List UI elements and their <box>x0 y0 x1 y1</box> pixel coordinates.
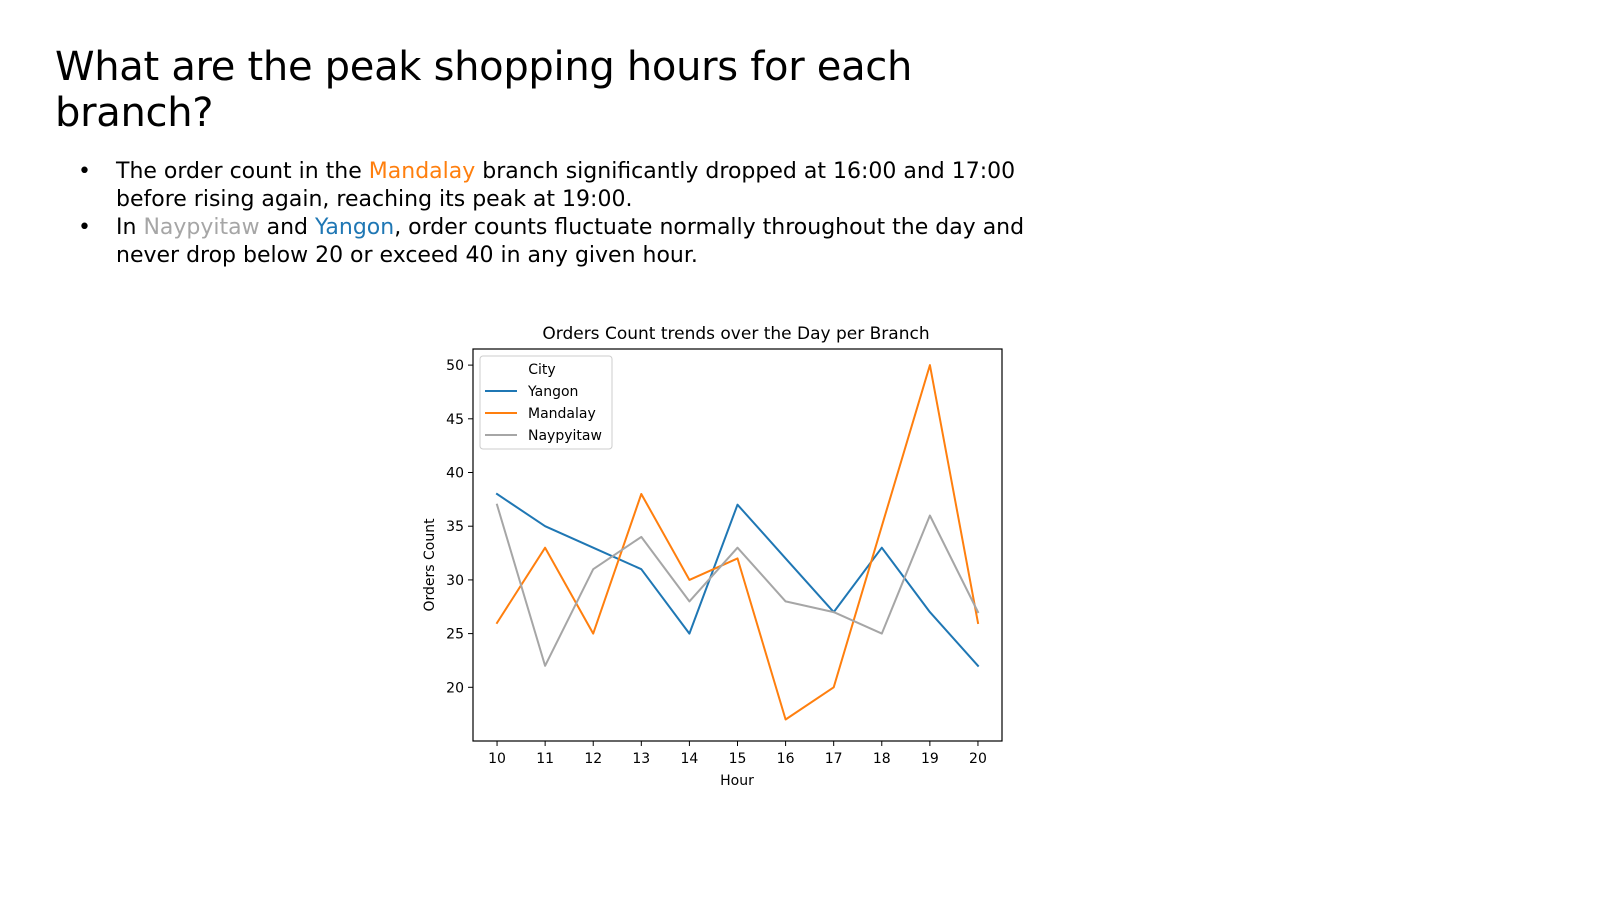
highlight-mandalay: Mandalay <box>368 159 476 184</box>
y-tick-label: 20 <box>446 680 464 696</box>
slide-title: What are the peak shopping hours for eac… <box>55 44 913 136</box>
y-tick-label: 50 <box>446 358 464 374</box>
orders-chart: Orders Count trends over the Day per Bra… <box>410 318 1030 808</box>
bullet-marker: • <box>78 159 91 184</box>
x-tick-label: 15 <box>729 751 747 767</box>
bullet-text: , order counts fluctuate normally throug… <box>116 215 1025 268</box>
chart-title: Orders Count trends over the Day per Bra… <box>542 324 929 344</box>
plot-area: 10 11 12 13 14 15 16 17 18 19 20 20 25 30 35 40 45 50 City… <box>446 348 1003 767</box>
x-tick-label: 12 <box>584 751 602 767</box>
legend-title: City <box>528 362 555 378</box>
bullet-list: • The order count in the Mandalay branch… <box>78 158 1088 270</box>
bullet-text: The order count in the <box>116 159 369 184</box>
highlight-yangon: Yangon <box>314 215 395 240</box>
y-tick-label: 35 <box>446 519 464 535</box>
highlight-naypyitaw: Naypyitaw <box>143 215 260 240</box>
y-tick-label: 45 <box>446 412 464 428</box>
bullet-text: In <box>116 215 144 240</box>
y-tick-label: 25 <box>446 627 464 643</box>
bullet-item-mandalay: • The order count in the Mandalay branch… <box>78 158 1088 214</box>
bullet-text: and <box>259 215 315 240</box>
y-tick-label: 40 <box>446 466 464 482</box>
y-tick-label: 30 <box>446 573 464 589</box>
x-tick-label: 10 <box>488 751 506 767</box>
legend-label-naypyitaw: Naypyitaw <box>528 428 602 444</box>
x-axis-label: Hour <box>720 773 754 789</box>
x-tick-label: 20 <box>969 751 987 767</box>
bullet-text: branch significantly dropped at 16:00 an… <box>116 159 1016 212</box>
bullet-marker: • <box>78 215 91 240</box>
x-tick-label: 14 <box>680 751 698 767</box>
legend-label-mandalay: Mandalay <box>528 406 596 422</box>
x-tick-label: 11 <box>536 751 554 767</box>
series-line-yangon <box>495 492 980 668</box>
legend-box <box>479 355 613 450</box>
x-tick-label: 16 <box>777 751 795 767</box>
series-line-naypyitaw <box>495 503 980 667</box>
bullet-item-naypyitaw-yangon: • In Naypyitaw and Yangon, order counts … <box>78 214 1088 270</box>
x-tick-label: 19 <box>921 751 939 767</box>
legend-label-yangon: Yangon <box>527 384 578 400</box>
x-tick-label: 13 <box>632 751 650 767</box>
x-tick-label: 18 <box>873 751 891 767</box>
series-line-mandalay <box>495 364 980 721</box>
x-tick-label: 17 <box>825 751 843 767</box>
y-axis-label: Orders Count <box>422 518 438 612</box>
line-chart: Orders Count trends over the Day per Bra… <box>422 324 1003 789</box>
